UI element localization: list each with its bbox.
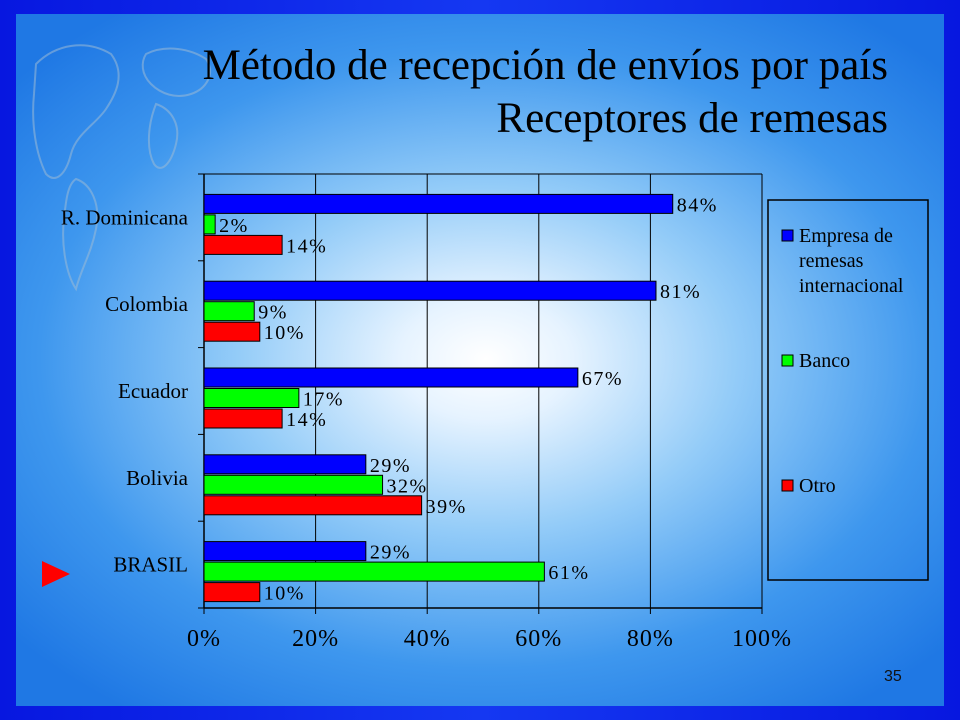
data-label: 17%: [303, 389, 344, 411]
bar-colombia-1: [203, 280, 657, 301]
bar-colombia-3: [203, 321, 261, 342]
x-tick-label: 60%: [515, 626, 562, 652]
x-tick-label: 40%: [404, 626, 451, 652]
bar-ecuador-3: [203, 408, 283, 429]
data-label: 84%: [677, 194, 718, 216]
data-label: 10%: [264, 322, 305, 344]
x-tick-label: 20%: [292, 626, 339, 652]
data-label: 32%: [387, 475, 428, 497]
legend-swatch: [781, 479, 794, 492]
page-number: 35: [884, 668, 902, 685]
legend-label: Empresa de: [799, 225, 893, 247]
legend-label: Otro: [799, 475, 836, 497]
data-label: 39%: [426, 496, 467, 518]
category-label: R. Dominicana: [61, 205, 189, 229]
category-label: Colombia: [105, 292, 189, 316]
bar-chart: 0% 20% 40% 60% 80% 100% R. Dominicana 84% 2% 14% C…: [61, 173, 929, 652]
bar-bolivia-2: [203, 474, 384, 495]
data-label: 14%: [286, 409, 327, 431]
slide-title-line1: Método de recepción de envíos por país: [202, 42, 888, 89]
x-tick-label: 0%: [187, 626, 221, 652]
x-tick-label: 100%: [732, 626, 792, 652]
slide: Método de recepción de envíos por país R…: [16, 14, 944, 706]
category-label: Bolivia: [126, 466, 189, 490]
bar-bolivia-3: [203, 495, 423, 516]
legend-label: remesas: [799, 250, 864, 272]
bar-brasil-2: [203, 561, 545, 582]
bar-ecuador-1: [203, 367, 579, 388]
data-label: 61%: [548, 562, 589, 584]
pointer-arrow-icon: [42, 561, 70, 587]
data-label: 81%: [660, 281, 701, 303]
data-label: 14%: [286, 235, 327, 257]
bar-r-dominicana-1: [203, 193, 674, 214]
bar-r-dominicana-2: [203, 214, 216, 235]
legend-label: Banco: [799, 350, 850, 372]
x-tick-label: 80%: [627, 626, 674, 652]
data-label: 9%: [258, 302, 288, 324]
legend-label: internacional: [799, 275, 904, 297]
data-label: 67%: [582, 368, 623, 390]
data-label: 2%: [219, 215, 249, 237]
category-label: Ecuador: [118, 379, 188, 403]
slide-title-line2: Receptores de remesas: [496, 95, 888, 142]
data-label: 29%: [370, 455, 411, 477]
bar-ecuador-2: [203, 388, 300, 408]
bar-r-dominicana-3: [203, 234, 283, 255]
data-label: 10%: [264, 583, 305, 605]
bar-brasil-3: [203, 582, 261, 603]
bar-brasil-1: [203, 541, 367, 562]
data-label: 29%: [370, 542, 411, 564]
category-label: BRASIL: [113, 553, 188, 577]
legend-swatch: [781, 354, 794, 367]
legend-box: [767, 199, 929, 581]
bar-bolivia-1: [203, 454, 367, 475]
legend-swatch: [781, 229, 794, 242]
bar-colombia-2: [203, 301, 255, 322]
world-map-watermark: [32, 44, 211, 292]
